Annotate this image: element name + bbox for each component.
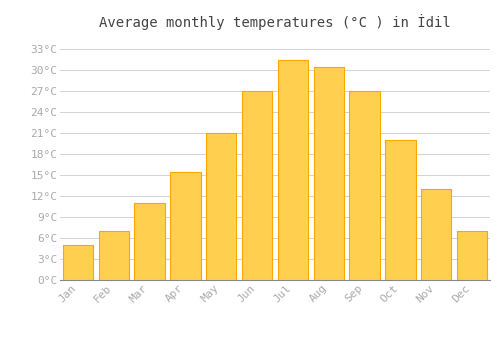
Bar [242, 91, 257, 280]
Bar [421, 189, 436, 280]
Bar [170, 172, 186, 280]
Bar [385, 140, 400, 280]
Bar [134, 203, 150, 280]
Bar [350, 91, 364, 280]
Bar [134, 203, 165, 280]
Bar [314, 66, 344, 280]
Bar [278, 60, 308, 280]
Bar [242, 91, 272, 280]
Bar [350, 91, 380, 280]
Bar [98, 231, 114, 280]
Bar [278, 60, 293, 280]
Bar [457, 231, 472, 280]
Bar [421, 189, 452, 280]
Title: Average monthly temperatures (°C ) in İdil: Average monthly temperatures (°C ) in İd… [99, 14, 451, 30]
Bar [206, 133, 221, 280]
Bar [385, 140, 416, 280]
Bar [457, 231, 488, 280]
Bar [98, 231, 129, 280]
Bar [206, 133, 236, 280]
Bar [62, 245, 78, 280]
Bar [62, 245, 93, 280]
Bar [314, 66, 328, 280]
Bar [170, 172, 200, 280]
